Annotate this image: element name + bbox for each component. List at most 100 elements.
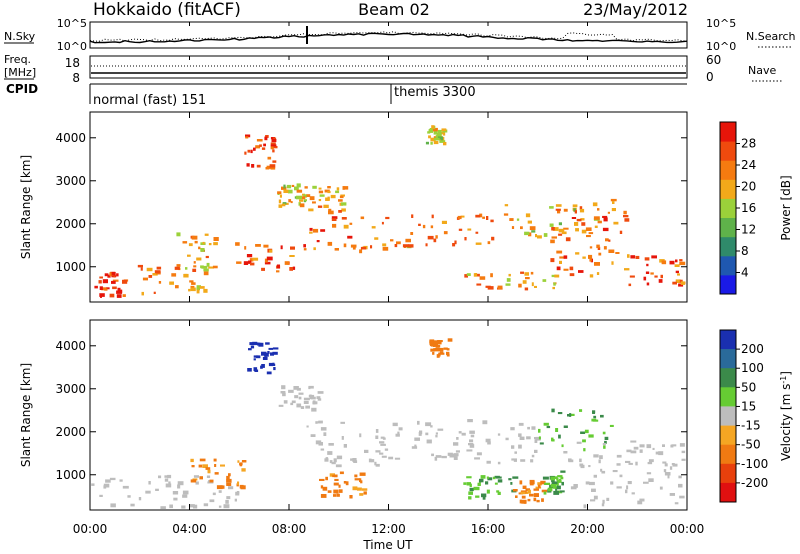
data-cell (278, 204, 283, 208)
data-cell (116, 294, 122, 298)
data-cell (198, 246, 201, 250)
cpid-mode1-label: normal (fast) 151 (93, 93, 206, 108)
data-cell (281, 385, 286, 390)
power-data-cells (94, 125, 686, 298)
data-cell (199, 458, 206, 462)
data-cell (203, 288, 208, 293)
y-tick-label: 2000 (55, 217, 86, 231)
data-cell (304, 199, 307, 202)
data-cell (185, 267, 188, 270)
data-cell (394, 457, 401, 460)
colorbar-swatch (720, 425, 736, 446)
data-cell (491, 236, 495, 241)
data-cell (552, 286, 555, 290)
data-cell (333, 494, 337, 497)
data-cell (609, 424, 614, 427)
data-cell (552, 227, 559, 231)
noise-sky-label: N.Sky (4, 30, 36, 43)
data-cell (679, 259, 683, 262)
data-cell (558, 228, 565, 233)
data-cell (608, 249, 615, 253)
data-cell (196, 257, 202, 261)
data-cell (441, 455, 447, 459)
data-cell (374, 461, 377, 466)
data-cell (119, 289, 123, 293)
data-cell (176, 264, 181, 267)
data-cell (453, 456, 458, 460)
data-cell (425, 141, 429, 145)
data-cell (145, 490, 151, 494)
data-cell (116, 273, 119, 277)
data-cell (308, 385, 314, 389)
data-cell (176, 232, 181, 237)
data-cell (438, 352, 441, 357)
data-cell (583, 504, 587, 509)
data-cell (296, 195, 302, 200)
data-cell (443, 132, 446, 136)
data-cell (309, 231, 313, 234)
data-cell (510, 482, 513, 485)
data-cell (320, 427, 327, 431)
data-cell (296, 189, 303, 193)
data-cell (272, 362, 275, 366)
y-tick-label: 4000 (55, 339, 86, 353)
data-cell (522, 485, 527, 489)
data-cell (558, 222, 562, 226)
data-cell (298, 396, 302, 400)
data-cell (303, 248, 307, 251)
x-tick-label: 04:00 (172, 522, 207, 536)
data-cell (379, 441, 385, 444)
data-cell (662, 461, 667, 464)
data-cell (430, 137, 436, 142)
data-cell (557, 475, 563, 478)
data-cell (201, 265, 208, 269)
data-cell (550, 258, 555, 263)
data-cell (290, 201, 293, 204)
colorbar-swatch (720, 198, 736, 218)
data-cell (551, 227, 555, 231)
data-cell (309, 196, 315, 201)
data-cell (169, 504, 173, 509)
data-cell (443, 231, 448, 235)
data-cell (397, 431, 400, 435)
data-cell (327, 241, 333, 246)
data-cell (130, 503, 135, 507)
data-cell (305, 405, 310, 409)
data-cell (364, 449, 369, 453)
data-cell (190, 287, 196, 292)
data-cell (350, 458, 356, 461)
data-cell (446, 353, 450, 357)
data-cell (327, 190, 331, 194)
colorbar-swatch (720, 141, 736, 161)
data-cell (671, 463, 675, 466)
data-cell (273, 137, 277, 140)
velocity-colorbar-swatches (720, 330, 736, 503)
data-cell (541, 498, 544, 502)
data-cell (360, 480, 363, 484)
data-cell (117, 287, 121, 291)
data-cell (353, 460, 358, 463)
data-cell (602, 431, 606, 435)
data-cell (154, 270, 161, 274)
data-cell (341, 202, 347, 206)
data-cell (338, 484, 341, 488)
data-cell (324, 189, 330, 193)
y-tick-label: 3000 (55, 382, 86, 396)
data-cell (551, 408, 555, 413)
data-cell (228, 473, 231, 477)
data-cell (240, 485, 246, 490)
data-cell (354, 474, 358, 478)
data-cell (508, 273, 511, 277)
velocity-yaxis-ticks: 1000 2000 3000 4000 (55, 339, 687, 482)
noise-search-label: N.Search (746, 30, 796, 43)
data-cell (518, 433, 522, 437)
data-cell (551, 274, 557, 278)
colorbar-swatch (720, 179, 736, 199)
noise-sky-curve (89, 32, 688, 44)
data-cell (635, 461, 638, 466)
data-cell (109, 293, 115, 298)
data-cell (426, 439, 432, 444)
data-cell (496, 490, 500, 493)
data-cell (431, 127, 438, 132)
colorbar-tick-label: 12 (741, 223, 756, 237)
